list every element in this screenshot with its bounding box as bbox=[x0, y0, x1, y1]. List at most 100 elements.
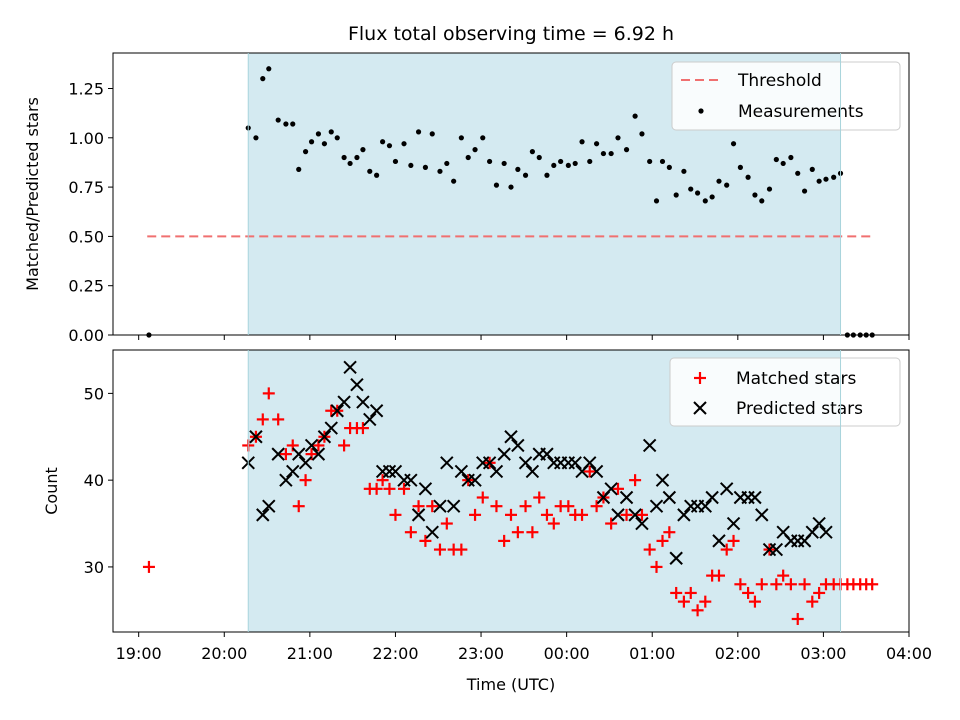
measurement-point bbox=[487, 158, 493, 165]
measurement-point bbox=[515, 166, 521, 172]
predicted-star-point bbox=[382, 464, 397, 479]
predicted-star-point bbox=[719, 482, 734, 496]
measurement-point bbox=[593, 141, 600, 147]
measurement-point bbox=[415, 129, 422, 135]
measurement-point bbox=[260, 76, 266, 82]
bottom-x-ticks: 19:00 20:00 21:00 22:00 23:00 00:00 01:00 02:00… bbox=[116, 632, 932, 663]
x-axis-label: Time (UTC) bbox=[466, 675, 555, 694]
predicted-star-point bbox=[497, 447, 511, 461]
bottom-y-ticks: 30 40 50 bbox=[84, 384, 113, 577]
matched-star-point bbox=[526, 526, 539, 539]
measurement-point bbox=[730, 141, 737, 147]
matched-star-point bbox=[299, 474, 312, 487]
predicted-star-point bbox=[286, 464, 300, 479]
measurement-point bbox=[702, 198, 708, 204]
predicted-star-point bbox=[604, 482, 618, 496]
predicted-star-point bbox=[279, 473, 293, 487]
predicted-star-point bbox=[511, 438, 525, 453]
matched-star-point bbox=[620, 508, 633, 521]
matched-star-point bbox=[770, 578, 783, 591]
predicted-star-point bbox=[611, 508, 625, 522]
predicted-star-point bbox=[568, 456, 582, 470]
predicted-star-point bbox=[440, 456, 454, 470]
y-tick-label: 30 bbox=[84, 558, 104, 577]
matched-star-point bbox=[663, 526, 676, 539]
predicted-star-point bbox=[662, 490, 677, 505]
measurement-point bbox=[694, 190, 701, 196]
measurement-point bbox=[253, 135, 259, 141]
measurement-point bbox=[536, 154, 542, 161]
measurement-point bbox=[334, 135, 340, 141]
matched-star-point bbox=[806, 595, 819, 608]
legend-threshold-label: Threshold bbox=[737, 71, 822, 91]
y-tick-label: 40 bbox=[84, 471, 104, 490]
matched-star-point bbox=[720, 543, 733, 556]
x-tick-label: 21:00 bbox=[287, 644, 333, 663]
measurement-point bbox=[681, 168, 687, 174]
measurement-point bbox=[529, 149, 535, 155]
matched-star-point bbox=[440, 517, 453, 530]
matched-star-point bbox=[670, 586, 683, 599]
legend-measurements-swatch bbox=[698, 108, 704, 114]
measurement-point bbox=[360, 147, 366, 153]
predicted-star-point bbox=[433, 499, 447, 513]
measurement-point bbox=[608, 150, 614, 157]
matched-star-point bbox=[476, 491, 489, 504]
measurement-point bbox=[558, 158, 564, 165]
matched-star-point bbox=[272, 413, 285, 426]
measurement-point bbox=[458, 135, 464, 141]
measurement-point bbox=[773, 156, 779, 163]
legend-predicted-label: Predicted stars bbox=[736, 399, 863, 419]
measurement-point bbox=[347, 160, 353, 167]
measurement-point bbox=[801, 188, 808, 194]
measurement-point bbox=[480, 135, 486, 141]
matched-star-point bbox=[533, 491, 546, 504]
measurement-point bbox=[422, 164, 429, 170]
measurement-point bbox=[647, 158, 653, 165]
measurement-point bbox=[615, 135, 621, 141]
measurement-point bbox=[374, 172, 380, 178]
matched-star-point bbox=[389, 508, 402, 521]
measurement-point bbox=[688, 186, 694, 192]
measurement-point bbox=[709, 194, 715, 200]
measurement-point bbox=[632, 113, 638, 119]
measurement-point bbox=[795, 170, 801, 176]
predicted-star-point bbox=[468, 473, 482, 487]
matched-star-point bbox=[279, 448, 292, 461]
predicted-star-point bbox=[669, 551, 683, 565]
measurement-point bbox=[831, 174, 837, 180]
x-tick-label: 23:00 bbox=[458, 644, 504, 663]
matched-star-point bbox=[576, 508, 589, 521]
matched-star-point bbox=[677, 595, 690, 608]
predicted-star-point bbox=[540, 447, 554, 461]
measurement-point bbox=[296, 166, 302, 172]
predicted-star-point bbox=[330, 404, 344, 418]
measurement-point bbox=[551, 162, 557, 169]
top-x-ticks bbox=[138, 335, 910, 340]
measurement-point bbox=[572, 160, 578, 167]
predicted-star-points bbox=[241, 360, 833, 565]
matched-star-point bbox=[691, 604, 704, 617]
x-tick-label: 04:00 bbox=[886, 644, 932, 663]
predicted-star-point bbox=[769, 542, 784, 557]
matched-star-point bbox=[699, 595, 712, 608]
predicted-star-point bbox=[589, 464, 604, 479]
measurement-point bbox=[451, 178, 457, 184]
predicted-star-point bbox=[343, 360, 357, 375]
predicted-star-point bbox=[369, 404, 384, 418]
matched-star-point bbox=[712, 569, 725, 582]
matched-star-point bbox=[142, 560, 155, 573]
predicted-star-point bbox=[454, 464, 469, 479]
predicted-star-point bbox=[356, 395, 370, 409]
predicted-star-point bbox=[425, 525, 439, 539]
matched-star-point bbox=[490, 500, 503, 513]
measurement-point bbox=[386, 143, 393, 149]
matched-star-point bbox=[540, 508, 553, 521]
measurement-point bbox=[579, 139, 585, 145]
predicted-star-point bbox=[726, 516, 741, 531]
matched-star-point bbox=[748, 595, 761, 608]
measurement-point bbox=[408, 162, 414, 169]
measurement-point bbox=[737, 164, 743, 170]
y-tick-label: 1.00 bbox=[68, 129, 104, 148]
